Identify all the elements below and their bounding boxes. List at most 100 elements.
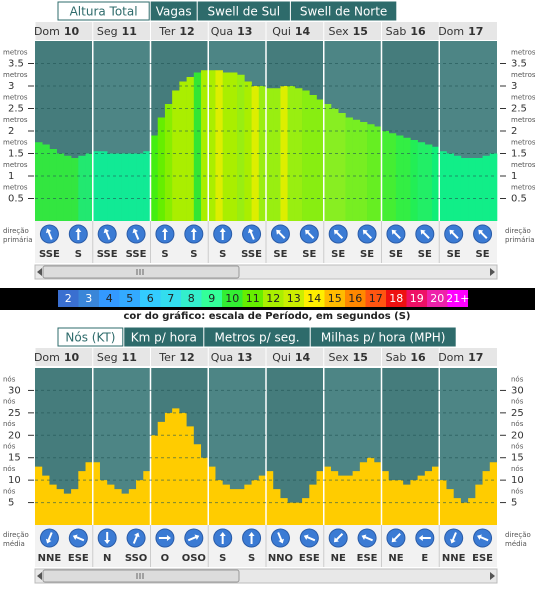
day-date: 13 (237, 351, 252, 364)
bar (367, 124, 375, 221)
direction-icon (357, 224, 377, 244)
bar (460, 158, 469, 221)
y-tick-label-right: 2.5 (511, 104, 527, 115)
y-tick-label-right: 20 (511, 430, 524, 441)
day-date: 17 (468, 351, 483, 364)
direction-icon (473, 224, 493, 244)
tab[interactable] (310, 327, 456, 347)
y-tick-label-right: 5 (511, 498, 517, 509)
tab[interactable] (150, 1, 197, 21)
scroll-arrow-left[interactable] (37, 572, 42, 580)
scale-label: 21+ (446, 292, 469, 305)
direction-icon (39, 224, 59, 244)
scroll-arrow-right[interactable] (490, 268, 495, 276)
bar (237, 74, 245, 221)
scale-swatch (140, 290, 161, 307)
bar (107, 153, 115, 221)
direction-arrow (277, 532, 284, 544)
tab[interactable] (57, 1, 150, 21)
bar (63, 155, 72, 221)
bar (287, 86, 296, 221)
unit-label: nós (511, 487, 524, 495)
scale-swatch (324, 290, 345, 307)
y-tick-label-right: 3 (511, 81, 517, 92)
day-date: 17 (468, 25, 483, 38)
direction-icon (155, 224, 175, 244)
unit-label: metros (3, 71, 28, 79)
day-name: Qui (272, 25, 291, 38)
scale-label: 13 (287, 292, 301, 305)
direction-arrow (420, 229, 430, 239)
tab[interactable] (290, 1, 397, 21)
bar (338, 113, 346, 221)
direction-arrow (219, 228, 226, 240)
y-tick-label: 1.5 (8, 149, 24, 160)
tab-label: Metros p/ seg. (214, 331, 299, 345)
day-name: Dom (438, 25, 464, 38)
scrollbar-thumb[interactable] (42, 569, 240, 583)
scrollbar-thumb[interactable] (42, 265, 240, 279)
direction-arrow (391, 533, 401, 543)
scale-label: 16 (348, 292, 362, 305)
y-tick-label: 10 (8, 475, 21, 486)
scale-label: 7 (167, 292, 174, 305)
unit-label: metros (511, 116, 535, 124)
scroll-arrow-right[interactable] (490, 572, 495, 580)
direction-label: SE (273, 249, 287, 260)
direction-label: SE (476, 249, 490, 260)
unit-label: metros (511, 138, 535, 146)
direction-label: ESE (299, 553, 320, 564)
direction-icon (328, 224, 348, 244)
scale-label: 4 (106, 292, 113, 305)
scale-swatch (386, 290, 407, 307)
day-date: 14 (295, 351, 311, 364)
unit-label: metros (511, 71, 535, 79)
day-date: 16 (410, 351, 426, 364)
bar (121, 153, 130, 221)
tab[interactable] (204, 327, 310, 347)
tab[interactable] (57, 327, 124, 347)
direction-label: SSE (39, 249, 60, 260)
y-tick-label: 0.5 (8, 194, 24, 205)
y-tick-label-right: 25 (511, 408, 524, 419)
tab-label: Km p/ hora (131, 331, 197, 345)
scale-swatch (242, 290, 263, 307)
scale-swatch (119, 290, 140, 307)
direction-icon (415, 528, 435, 548)
bar (244, 81, 252, 221)
y-tick-label: 5 (8, 498, 14, 509)
scale-swatch (427, 290, 448, 307)
scale-swatch (304, 290, 325, 307)
scale-swatch (283, 290, 304, 307)
day-name: Sex (329, 25, 350, 38)
tab[interactable] (124, 327, 204, 347)
bar (157, 117, 166, 221)
scale-swatch (160, 290, 181, 307)
direction-caption: direção (3, 531, 29, 539)
bar (251, 86, 260, 221)
day-date: 11 (122, 351, 137, 364)
tab[interactable] (197, 1, 290, 21)
bar (201, 70, 209, 221)
scroll-arrow-left[interactable] (37, 268, 42, 276)
unit-label: nós (511, 465, 524, 473)
bar (468, 158, 476, 221)
y-tick-label-right: 15 (511, 453, 524, 464)
direction-arrow (305, 229, 315, 239)
direction-label: S (190, 249, 197, 260)
bar (128, 153, 137, 221)
direction-arrow (158, 535, 171, 541)
direction-icon (386, 224, 406, 244)
scale-swatch (406, 290, 427, 307)
bar (136, 153, 144, 221)
scale-label: 20 (430, 292, 444, 305)
direction-icon (357, 528, 377, 548)
tab-label: Altura Total (70, 5, 138, 19)
day-name: Seg (97, 25, 118, 38)
direction-icon (184, 224, 204, 244)
bar (42, 144, 50, 221)
scale-swatch (181, 290, 202, 307)
direction-label: S (248, 553, 255, 564)
scale-swatch (78, 290, 99, 307)
scale-label: 10 (225, 292, 239, 305)
